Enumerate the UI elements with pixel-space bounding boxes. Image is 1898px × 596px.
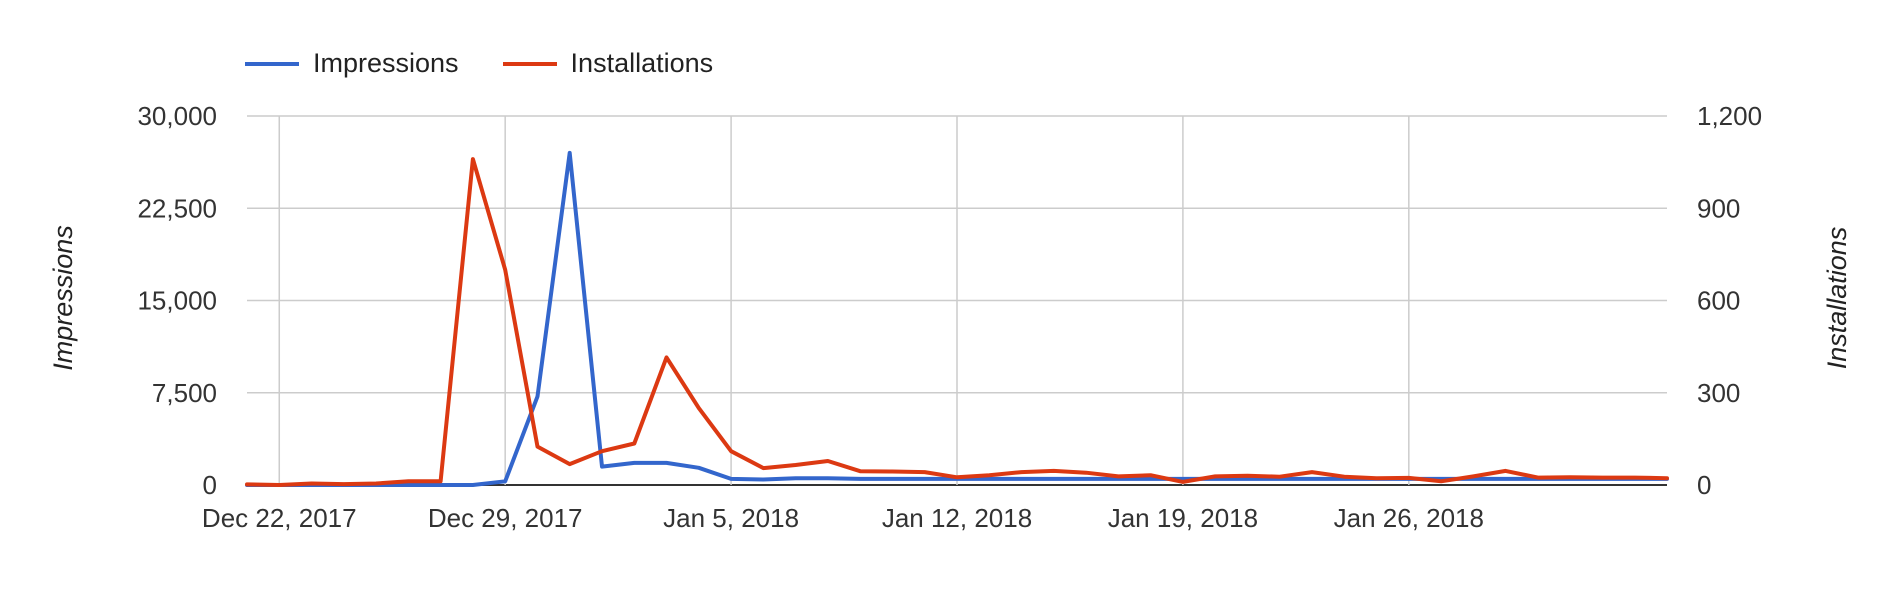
y-right-tick-label: 600 <box>1697 286 1740 316</box>
y-left-tick-label: 22,500 <box>137 193 217 223</box>
y-right-tick-label: 900 <box>1697 193 1740 223</box>
x-tick-label: Jan 26, 2018 <box>1334 503 1484 533</box>
x-tick-label: Jan 12, 2018 <box>882 503 1032 533</box>
tick-labels: 0 0 7,500 300 15,000 600 22,500 900 30,000 1,200 D… <box>137 101 1762 533</box>
y-left-tick-label: 30,000 <box>137 101 217 131</box>
y-left-axis-title: Impressions <box>48 225 78 371</box>
y-right-tick-label: 0 <box>1697 470 1711 500</box>
x-tick-label: Dec 29, 2017 <box>428 503 583 533</box>
x-tick-label: Dec 22, 2017 <box>202 503 357 533</box>
x-tick-label: Jan 19, 2018 <box>1108 503 1258 533</box>
chart-legend: Impressions Installations <box>245 48 757 79</box>
legend-label-impressions: Impressions <box>313 48 459 78</box>
y-left-tick-label: 7,500 <box>152 378 217 408</box>
y-left-tick-label: 0 <box>203 470 217 500</box>
legend-swatch-installations <box>502 61 557 66</box>
grid-lines <box>247 115 1667 486</box>
y-right-tick-label: 1,200 <box>1697 101 1762 131</box>
series-lines <box>245 150 1669 487</box>
y-right-axis-title: Installations <box>1822 227 1852 370</box>
legend-item-impressions[interactable]: Impressions <box>245 48 459 79</box>
y-left-tick-label: 15,000 <box>137 286 217 316</box>
legend-item-installations[interactable]: Installations <box>502 48 714 79</box>
y-right-tick-label: 300 <box>1697 378 1740 408</box>
legend-label-installations: Installations <box>570 48 714 78</box>
series-line-installations <box>245 157 1669 487</box>
x-tick-label: Jan 5, 2018 <box>663 503 799 533</box>
legend-swatch-impressions <box>245 61 299 66</box>
